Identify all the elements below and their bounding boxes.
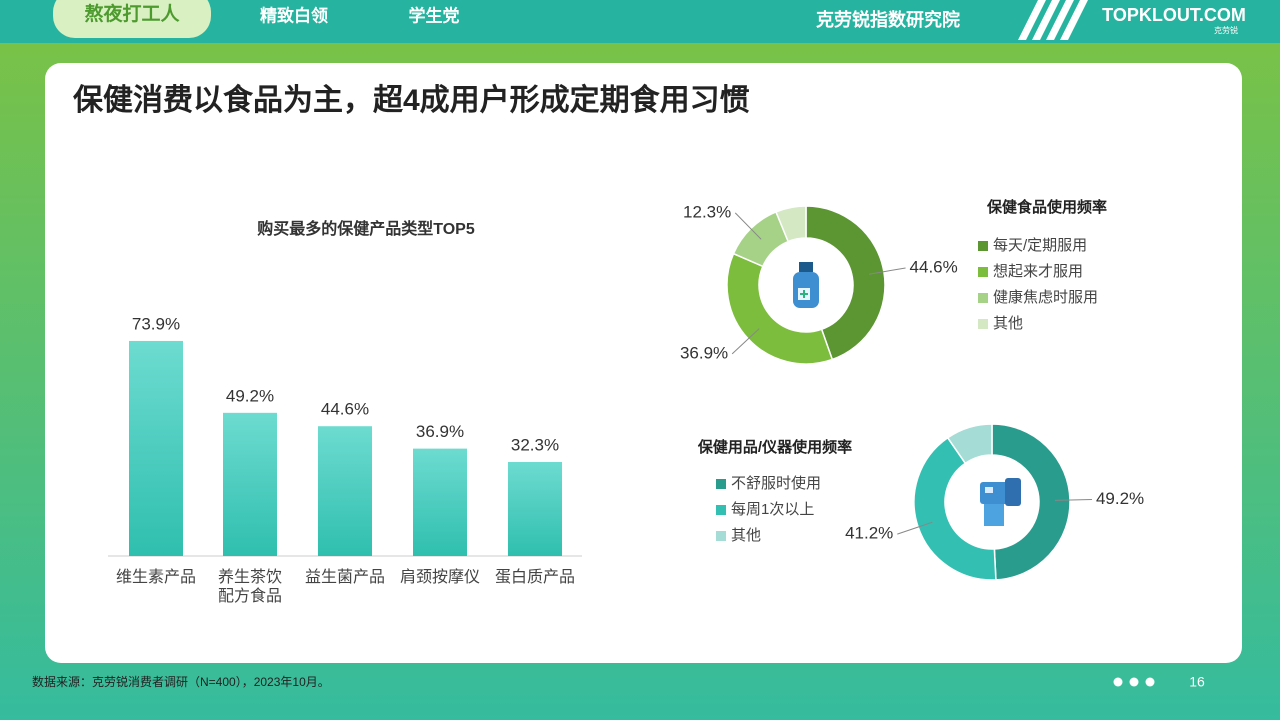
legend-label: 不舒服时使用: [731, 475, 821, 492]
leader-line: [1054, 498, 1092, 501]
x-tick-label: 维生素产品: [116, 568, 196, 586]
value-label: 49.2%: [226, 386, 274, 405]
chart-title: 保健食品使用频率: [986, 198, 1107, 216]
legend-label: 每周1次以上: [731, 501, 814, 518]
value-label: 73.9%: [132, 314, 180, 333]
tab[interactable]: 学生党: [409, 5, 460, 25]
legend-label: 其他: [993, 315, 1023, 332]
bar: [508, 462, 562, 556]
tab[interactable]: 熬夜打工人: [84, 2, 180, 25]
donut-segment: [726, 252, 834, 365]
chart-title: 购买最多的保健产品类型TOP5: [257, 219, 475, 238]
x-tick-label: 益生菌产品: [305, 568, 385, 586]
legend-swatch: [978, 293, 988, 303]
slide-title: 保健消费以食品为主，超4成用户形成定期食用习惯: [73, 83, 750, 117]
value-label: 12.3%: [683, 202, 731, 221]
leader-line: [897, 521, 933, 535]
legend-swatch: [716, 505, 726, 515]
chart-title: 保健用品/仪器使用频率: [697, 438, 852, 456]
donut-segment: [775, 205, 807, 243]
legend-swatch: [978, 241, 988, 251]
dot: [1129, 677, 1139, 687]
legend-label: 健康焦虑时服用: [993, 289, 1098, 306]
x-tick-label: 肩颈按摩仪: [400, 568, 480, 586]
legend-swatch: [716, 479, 726, 489]
x-tick-label: 养生茶饮配方食品: [218, 568, 282, 605]
bar: [318, 426, 372, 556]
value-label: 36.9%: [680, 343, 728, 362]
value-label: 41.2%: [845, 524, 893, 543]
logo: TOPKLOUT.COM: [1102, 5, 1246, 25]
active-tab-bg: [53, 0, 211, 38]
legend-swatch: [716, 531, 726, 541]
brand: 克劳锐指数研究院: [816, 9, 960, 30]
logo-stripes: [1018, 0, 1088, 40]
tab[interactable]: 精致白领: [260, 5, 328, 25]
donut-segment: [991, 423, 1071, 581]
bar: [413, 448, 467, 556]
legend-label: 想起来才服用: [993, 263, 1083, 280]
value-label: 44.6%: [321, 400, 369, 419]
value-label: 44.6%: [910, 257, 958, 276]
logo-sub: 克劳锐: [1214, 25, 1238, 35]
value-label: 36.9%: [416, 422, 464, 441]
donut-segment: [805, 205, 886, 361]
leader-line: [734, 212, 762, 240]
x-tick-label: 蛋白质产品: [495, 568, 575, 586]
leader-line: [868, 267, 906, 275]
page-number: 16: [1189, 674, 1205, 690]
source-note: 数据来源：克劳锐消费者调研（N=400），2023年10月。: [32, 674, 330, 689]
bar: [129, 340, 183, 556]
bottle-icon: [793, 262, 819, 308]
legend-label: 其他: [731, 527, 761, 544]
donut-segment: [946, 423, 993, 465]
value-label: 32.3%: [511, 435, 559, 454]
bar: [223, 412, 277, 556]
device-icon: [980, 478, 1021, 526]
leader-line: [731, 328, 760, 355]
dot: [1145, 677, 1155, 687]
legend-label: 每天/定期服用: [993, 237, 1087, 254]
donut-segment: [913, 436, 997, 581]
dot: [1113, 677, 1123, 687]
value-label: 49.2%: [1096, 489, 1144, 508]
legend-swatch: [978, 267, 988, 277]
legend-swatch: [978, 319, 988, 329]
